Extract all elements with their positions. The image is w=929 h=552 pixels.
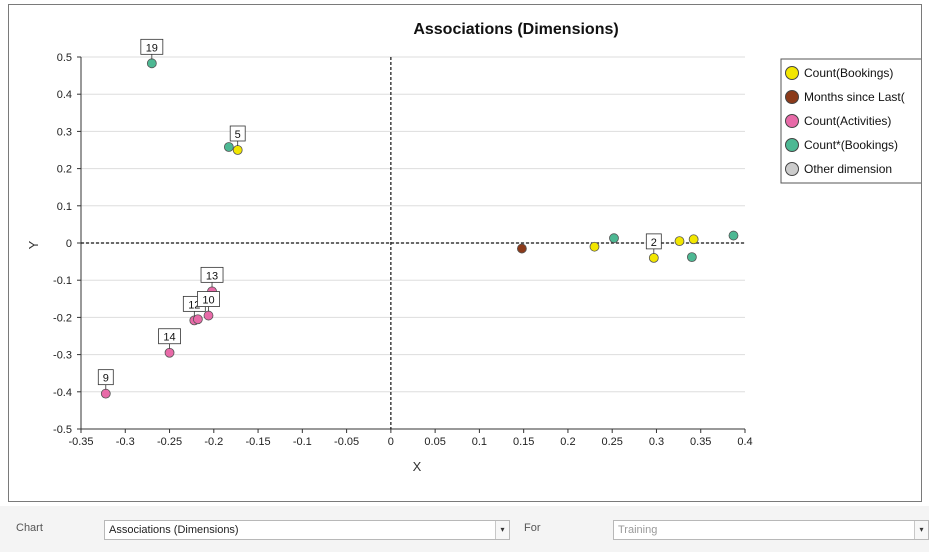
data-point [192, 314, 203, 325]
point-label-box [140, 38, 164, 55]
data-point [589, 241, 600, 252]
legend-entry: Count(Activities) [804, 114, 891, 128]
y-tick-label: 0.2 [57, 164, 72, 176]
x-tick-label: 0.35 [690, 436, 711, 448]
y-tick-label: 0.3 [57, 126, 72, 138]
legend-marker [785, 66, 799, 80]
data-point [164, 347, 175, 358]
point-label: 14 [163, 332, 175, 344]
legend-marker [785, 114, 799, 128]
chevron-down-icon[interactable]: ▾ [914, 521, 928, 539]
x-tick-label: -0.25 [157, 436, 182, 448]
x-tick-label: 0.3 [649, 436, 664, 448]
x-tick-label: -0.3 [116, 436, 135, 448]
point-label-box [97, 369, 114, 386]
x-axis-label: X [413, 459, 422, 474]
x-tick-label: -0.1 [293, 436, 312, 448]
legend-entry: Other dimension [804, 162, 892, 176]
x-tick-label: 0.4 [737, 436, 752, 448]
chart-panel: -0.5 -0.4 -0.3 -0.2 -0.1 0 0.1 0.2 0.3 0.4 0.5 -0.3… [8, 4, 922, 502]
y-tick-label: -0.2 [53, 312, 72, 324]
x-tick-label: 0.2 [560, 436, 575, 448]
data-point [100, 388, 111, 399]
data-point [609, 233, 619, 244]
bottom-controls: Chart Associations (Dimensions) ▾ For Tr… [0, 506, 929, 552]
y-tick-label: 0.1 [57, 201, 72, 213]
x-tick-label: 0.1 [472, 436, 487, 448]
point-label: 2 [651, 237, 657, 249]
x-tick-label: 0.15 [513, 436, 534, 448]
scatter-chart: -0.5 -0.4 -0.3 -0.2 -0.1 0 0.1 0.2 0.3 0.4 0.5 -0.3… [26, 21, 921, 474]
data-point [674, 236, 685, 247]
chart-label: Chart [16, 522, 43, 534]
legend-entry: Count(Bookings) [804, 66, 893, 80]
point-label: 9 [103, 373, 109, 385]
legend-marker [785, 90, 799, 104]
point-label-box [197, 291, 220, 307]
legend-marker [785, 138, 799, 152]
legend-entry: Count*(Bookings) [804, 138, 898, 152]
data-point [203, 310, 214, 321]
data-point [146, 58, 157, 69]
chevron-down-icon[interactable]: ▾ [495, 521, 509, 539]
point-label: 5 [235, 129, 241, 141]
data-point [728, 230, 739, 241]
x-tick-label: 0 [388, 436, 394, 448]
x-tick-label: 0.25 [601, 436, 622, 448]
data-point [223, 142, 234, 152]
x-tick-label: -0.15 [246, 436, 271, 448]
data-point [232, 145, 243, 155]
data-point [648, 252, 659, 263]
y-axis-label: Y [26, 240, 41, 249]
point-label-box [200, 266, 224, 283]
y-tick-label: -0.1 [53, 275, 72, 287]
y-tick-label: 0 [66, 238, 72, 250]
x-tick-label: -0.35 [68, 436, 93, 448]
point-label-box [645, 233, 662, 250]
x-tick-label: 0.05 [424, 436, 445, 448]
legend-marker [785, 162, 799, 176]
point-label: 13 [206, 270, 218, 282]
for-select-value: Training [618, 524, 658, 536]
for-select[interactable]: Training ▾ [613, 520, 929, 540]
y-tick-label: 0.4 [57, 89, 72, 101]
y-tick-label: -0.3 [53, 350, 72, 362]
chart-title: Associations (Dimensions) [413, 21, 618, 38]
legend-box [780, 58, 921, 184]
point-label: 19 [146, 42, 158, 54]
point-label-box [158, 328, 181, 345]
point-label: 10 [202, 295, 214, 307]
x-tick-label: -0.05 [334, 436, 359, 448]
legend-entry: Months since Last( [804, 90, 905, 104]
data-point [516, 243, 527, 254]
y-tick-label: 0.5 [57, 52, 72, 64]
data-point [686, 252, 697, 263]
legend: Count(Bookings) Months since Last( Count(A… [780, 58, 921, 184]
point-label-box [229, 125, 246, 142]
x-tick-label: -0.2 [204, 436, 223, 448]
chart-select[interactable]: Associations (Dimensions) ▾ [104, 520, 510, 540]
y-tick-label: -0.5 [53, 424, 72, 436]
y-tick-label: -0.4 [53, 387, 72, 399]
data-point [688, 234, 699, 245]
for-label: For [524, 522, 541, 534]
chart-select-value: Associations (Dimensions) [109, 524, 239, 536]
